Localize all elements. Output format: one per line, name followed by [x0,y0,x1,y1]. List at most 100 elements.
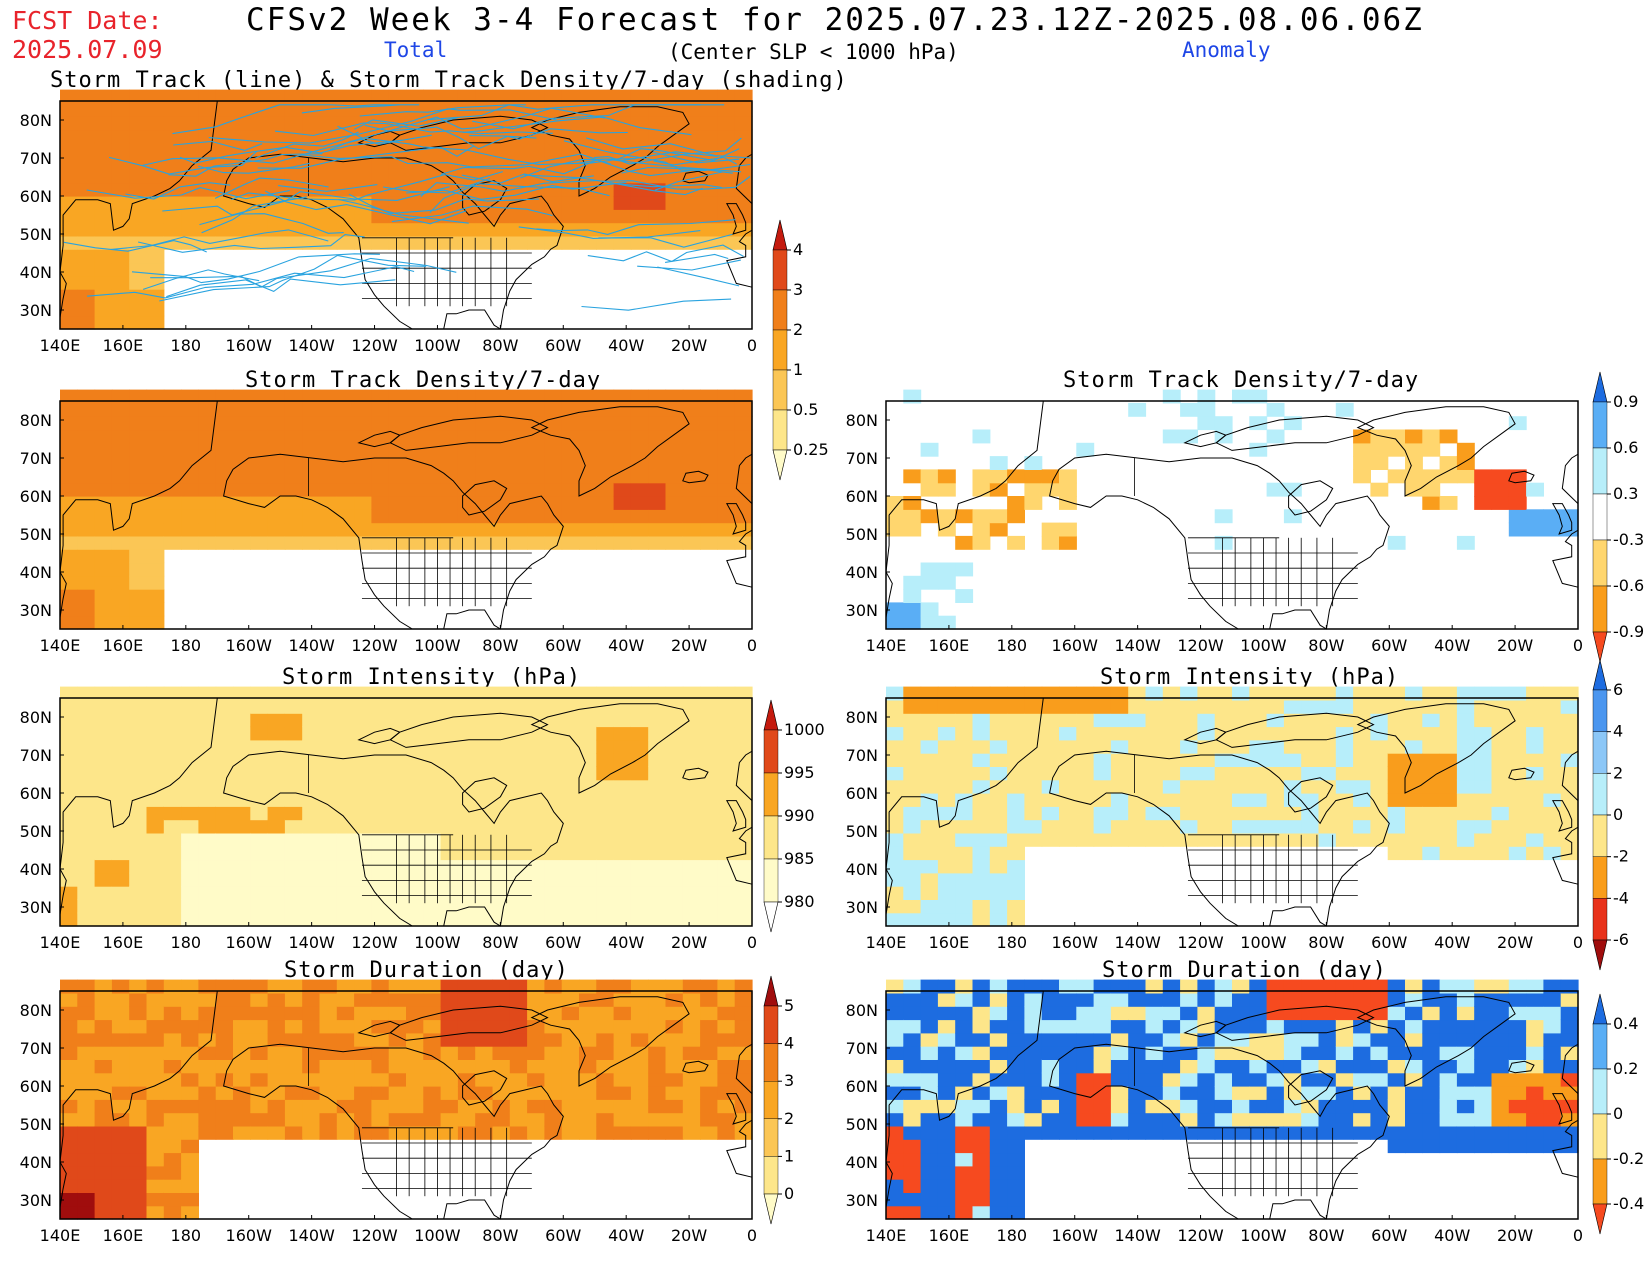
colorbar-top-arrow [763,699,779,731]
y-tick-label: 30N [846,601,878,620]
y-tick-label: 70N [846,746,878,765]
x-tick-label: 40W [1434,636,1470,655]
y-tick-label: 80N [846,1001,878,1020]
x-tick-label: 160E [103,636,144,655]
colorbar-label: 2 [784,1109,794,1128]
colorbar-segment [763,1080,779,1119]
x-tick-label: 60W [545,336,581,355]
x-tick-label: 180 [171,1226,202,1245]
x-tick-label: 180 [997,636,1028,655]
x-tick-label: 180 [171,933,202,952]
colorbar-duration-total: 5 4 3 2 1 0 [763,975,824,1225]
x-tick-label: 120W [351,336,398,355]
x-tick-label: 60W [545,636,581,655]
y-tick-label: 40N [20,860,52,879]
map-frame [885,697,1579,927]
colorbar-segment [1592,1023,1608,1070]
coastline-uk [1551,800,1573,832]
coastline-scandinavia [1561,453,1579,505]
axis-ticks: 140E 160E 180 160W 140W 120W 100W 80W 60W 40W 20W 0… [846,708,1583,952]
colorbar-label: 0.4 [1613,1014,1638,1033]
y-tick-label: 30N [20,1191,52,1210]
x-tick-label: 100W [414,933,461,952]
x-tick-label: 160W [1052,933,1099,952]
x-tick-label: 40W [608,636,644,655]
map-frame [59,400,753,630]
y-tick-label: 60N [20,784,52,803]
coastline-hudson [1288,777,1334,813]
storm-tracks [63,104,752,311]
x-tick-label: 160E [929,1226,970,1245]
x-tick-label: 180 [171,336,202,355]
coastline-asia [885,400,1044,629]
y-tick-label: 60N [20,1077,52,1096]
anomaly-column-label: Anomaly [1182,38,1271,62]
x-tick-label: 180 [997,1226,1028,1245]
x-tick-label: 60W [545,1226,581,1245]
coastline-uk [725,1093,747,1125]
colorbar-bottom-arrow [1592,939,1608,971]
x-tick-label: 80W [482,933,518,952]
colorbar-bottom-arrow [763,901,779,933]
x-tick-label: 120W [351,636,398,655]
colorbar-segment [1592,401,1608,449]
axis-ticks: 140E 160E 180 160W 140W 120W 100W 80W 60W 40W 20W 0… [20,708,757,952]
y-tick-label: 80N [20,411,52,430]
x-tick-label: 60W [545,933,581,952]
coastline-hudson [462,777,508,813]
y-tick-label: 50N [20,822,52,841]
x-tick-label: 80W [1308,636,1344,655]
colorbar-label: 980 [784,892,815,911]
x-tick-label: 140W [288,933,335,952]
page-title: CFSv2 Week 3-4 Forecast for 2025.07.23.1… [246,2,1424,38]
colorbar-top-arrow [1592,659,1608,691]
colorbar-label: 0.2 [1613,1059,1638,1078]
map-panel-duration-total: 140E 160E 180 160W 140W 120W 100W 80W 60W 40W 20W 0… [20,979,757,1245]
coastline-arcticIslands2 [1183,430,1227,448]
x-tick-label: 20W [1497,1226,1533,1245]
x-tick-label: 20W [671,636,707,655]
x-tick-label: 100W [414,636,461,655]
colorbar-label: 3 [793,280,803,299]
x-tick-label: 100W [1240,933,1287,952]
panel-title-intensity-total: Storm Intensity (hPa) [282,665,582,690]
colorbar-top-arrow [1592,993,1608,1025]
colorbar-label: 0.9 [1613,392,1638,411]
coastline-iceland [1508,1060,1535,1074]
colorbar-segment [1592,814,1608,857]
colorbar-top-arrow [772,219,788,251]
x-tick-label: 0 [1573,1226,1583,1245]
colorbar-label: 990 [784,806,815,825]
coastline-greenland [530,996,690,1087]
coastline-uk [1551,1093,1573,1125]
coastline-hudson [462,1070,508,1106]
panel-title-duration-total: Storm Duration (day) [284,958,569,983]
y-tick-label: 30N [20,601,52,620]
colorbar-segment [1592,1113,1608,1160]
colorbar-label: -4 [1613,888,1629,907]
shading-field [886,979,1579,1220]
coastline-hudson [1288,1070,1334,1106]
coastline-arcticIslands2 [1183,1020,1227,1038]
colorbar-label: 5 [784,996,794,1015]
x-tick-label: 0 [1573,636,1583,655]
x-tick-label: 120W [1177,933,1224,952]
coastline-greenland [1356,406,1516,497]
y-tick-label: 50N [20,225,52,244]
y-tick-label: 30N [20,301,52,320]
x-tick-label: 40W [1434,1226,1470,1245]
colorbar-segment [1592,898,1608,941]
coastline-northAmerica [1049,750,1390,927]
colorbar-segment [763,815,779,860]
coastline-uk [725,800,747,832]
x-tick-label: 60W [1371,1226,1407,1245]
colorbar-segment [1592,689,1608,732]
coastline-asia [59,400,218,629]
map-panel-intensity-total: 140E 160E 180 160W 140W 120W 100W 80W 60W 40W 20W 0… [20,686,757,952]
x-tick-label: 140E [866,933,907,952]
x-tick-label: 40W [608,933,644,952]
map-frame [59,100,753,330]
coastline-europe [726,229,753,288]
x-tick-label: 100W [1240,1226,1287,1245]
colorbar-label: 0.6 [1613,438,1638,457]
